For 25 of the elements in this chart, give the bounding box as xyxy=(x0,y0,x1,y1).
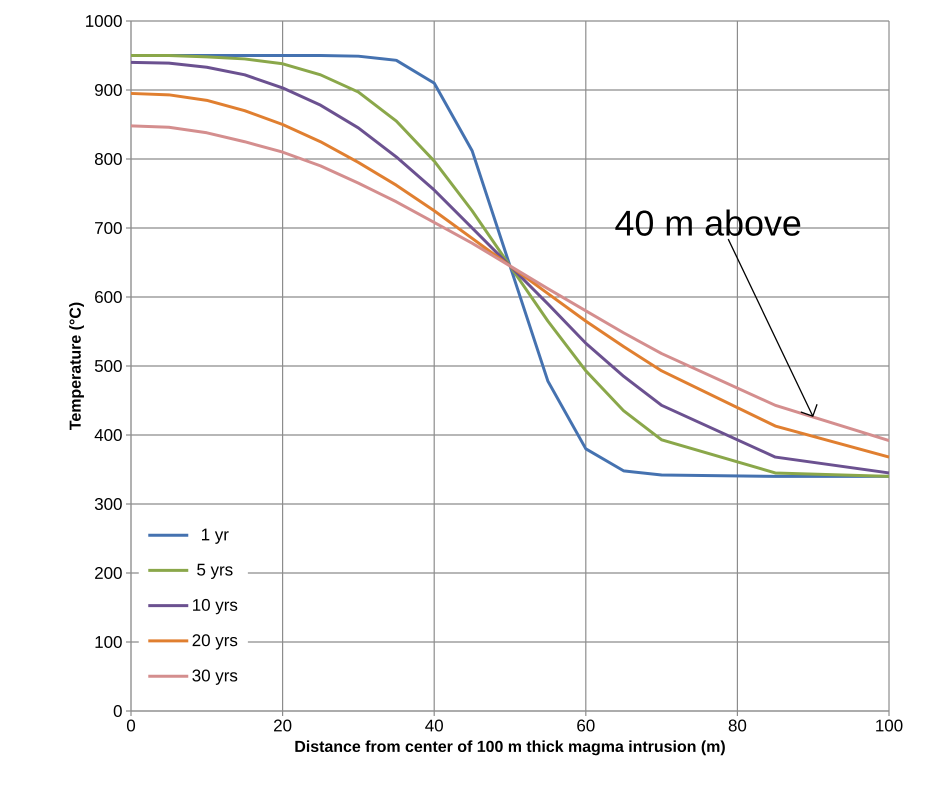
x-tick-label: 80 xyxy=(728,720,746,732)
x-tick-label: 100 xyxy=(876,720,902,732)
y-axis-title: Temperature (°C) xyxy=(69,302,84,430)
annotation: 40 m above xyxy=(615,210,800,236)
y-tick-label: 900 xyxy=(95,84,122,96)
legend-label: 30 yrs xyxy=(192,670,238,685)
y-tick-label: 600 xyxy=(95,290,122,303)
y-tick-label: 0 xyxy=(114,705,122,717)
y-tick-label: 800 xyxy=(94,152,122,165)
y-tick-label: 100 xyxy=(96,636,122,648)
legend-label: 20 yrs xyxy=(192,634,238,650)
x-tick-label: 40 xyxy=(425,720,443,732)
y-tick-label: 700 xyxy=(95,222,122,234)
y-tick-label: 500 xyxy=(94,360,122,372)
x-tick-label: 60 xyxy=(577,720,595,732)
y-tick-label: 400 xyxy=(94,429,122,441)
y-tick-label: 300 xyxy=(94,498,122,510)
legend-label: 1 yr xyxy=(202,528,229,544)
x-axis-title: Distance from center of 100 m thick magma intrusion (m) xyxy=(295,740,725,756)
legend-label: 5 yrs xyxy=(197,564,233,579)
legend-label: 10 yrs xyxy=(193,598,238,614)
y-tick-label: 1000 xyxy=(86,14,122,27)
x-tick-label: 20 xyxy=(274,720,292,732)
x-tick-label: 0 xyxy=(126,720,136,732)
y-tick-label: 200 xyxy=(95,567,122,579)
